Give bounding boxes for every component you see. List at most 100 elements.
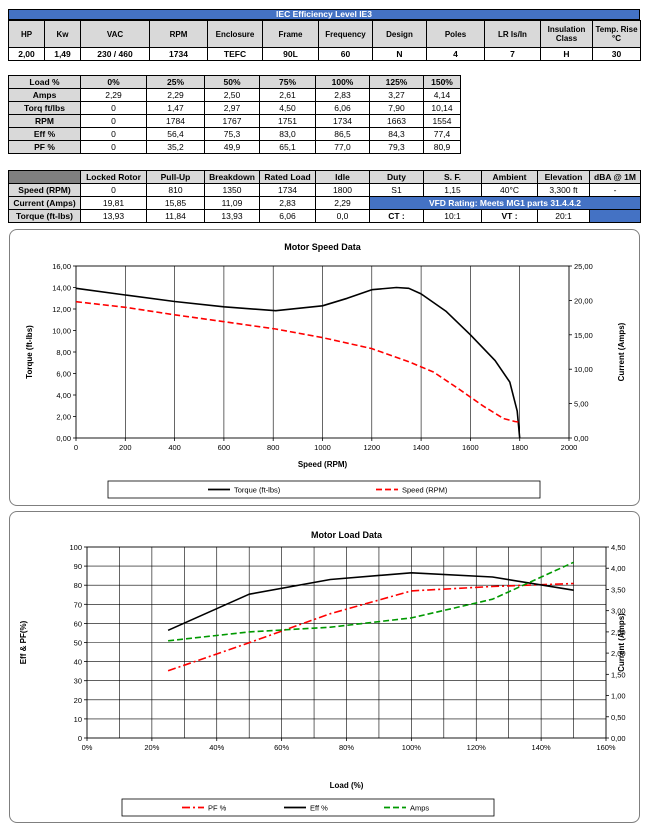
- load-cell: 0: [80, 101, 147, 115]
- perf-header-cell: Pull-Up: [146, 170, 205, 184]
- load-cell: 80,9: [423, 140, 461, 154]
- spec-value-cell: 90L: [262, 47, 319, 61]
- load-row-label: Eff %: [8, 127, 81, 141]
- perf-header-cell: Locked Rotor: [80, 170, 147, 184]
- load-header-cell: 100%: [315, 75, 370, 89]
- spec-title-bar: IEC Efficiency Level IE3: [8, 9, 640, 20]
- x-tick-label: 100%: [402, 743, 422, 752]
- perf-cell: 2,83: [259, 196, 316, 210]
- chart-title: Motor Load Data: [311, 530, 383, 540]
- x-tick-label: 800: [267, 443, 280, 452]
- load-cell: 2,29: [80, 88, 147, 102]
- y2-tick-label: 0,50: [611, 713, 626, 722]
- y-tick-label: 60: [74, 619, 82, 628]
- y2-tick-label: 3,50: [611, 585, 626, 594]
- x-tick-label: 0%: [82, 743, 93, 752]
- x-axis-label: Load (%): [330, 781, 364, 790]
- legend-label: Amps: [410, 804, 429, 813]
- legend-box: [121, 798, 495, 817]
- spec-header-cell: HP: [8, 20, 45, 48]
- spec-value-cell: 1734: [149, 47, 208, 61]
- elevation-cell: 3,300 ft: [537, 183, 590, 197]
- load-cell: 35,2: [146, 140, 205, 154]
- y2-tick-label: 20,00: [574, 296, 593, 305]
- y-tick-label: 50: [74, 639, 82, 648]
- load-row-label: RPM: [8, 114, 81, 128]
- y-tick-label: 2,00: [56, 413, 71, 422]
- perf-cell: 13,93: [204, 209, 260, 223]
- spec-header-cell: Poles: [426, 20, 485, 48]
- perf-row: Speed (RPM) 0 810 1350 1734 1800 S1 1,15…: [8, 183, 641, 197]
- perf-cell: 1350: [204, 183, 260, 197]
- y-tick-label: 70: [74, 600, 82, 609]
- perf-cell: 1734: [259, 183, 316, 197]
- y2-axis-label: Current (Amps): [617, 613, 626, 672]
- load-header-cell: 25%: [146, 75, 205, 89]
- load-table: Load % 0% 25% 50% 75% 100% 125% 150% Amp…: [8, 75, 461, 154]
- load-row: PF % 0 35,2 49,9 65,1 77,0 79,3 80,9: [8, 140, 461, 154]
- load-cell: 4,50: [259, 101, 316, 115]
- x-tick-label: 160%: [596, 743, 616, 752]
- x-tick-label: 120%: [467, 743, 487, 752]
- y-tick-label: 0: [78, 734, 82, 743]
- load-row: Torq ft/lbs 0 1,47 2,97 4,50 6,06 7,90 10,14: [8, 101, 461, 115]
- y-tick-label: 10,00: [52, 327, 71, 336]
- y2-tick-label: 15,00: [574, 331, 593, 340]
- load-row: Amps 2,29 2,29 2,50 2,61 2,83 3,27 4,14: [8, 88, 461, 102]
- load-cell: 1554: [423, 114, 461, 128]
- y2-axis-label: Current (Amps): [617, 322, 626, 381]
- load-cell: 7,90: [369, 101, 424, 115]
- load-cell: 2,29: [146, 88, 205, 102]
- x-tick-label: 80%: [339, 743, 354, 752]
- vt-value: 20:1: [537, 209, 590, 223]
- legend-label: PF %: [208, 804, 227, 813]
- legend-label: Eff %: [310, 804, 328, 813]
- x-tick-label: 20%: [144, 743, 159, 752]
- x-tick-label: 1000: [314, 443, 331, 452]
- plot-area: [86, 546, 607, 739]
- speed-chart-panel: Motor Speed Data 0 200 400 600 800 1000 1200 140…: [9, 229, 640, 506]
- performance-table: Locked Rotor Pull-Up Breakdown Rated Loa…: [8, 170, 641, 223]
- perf-header-cell: Elevation: [537, 170, 590, 184]
- spec-header-cell: RPM: [149, 20, 208, 48]
- y-tick-label: 20: [74, 696, 82, 705]
- load-cell: 6,06: [315, 101, 370, 115]
- series-line-load-2: [168, 561, 574, 642]
- y2-tick-label: 0,00: [574, 434, 589, 443]
- load-header-cell: 50%: [204, 75, 260, 89]
- load-cell: 79,3: [369, 140, 424, 154]
- load-cell: 4,14: [423, 88, 461, 102]
- x-tick-label: 2000: [561, 443, 578, 452]
- load-cell: 0: [80, 114, 147, 128]
- legend-label: Speed (RPM): [402, 486, 448, 495]
- perf-cell: 11,84: [146, 209, 205, 223]
- y-tick-label: 6,00: [56, 370, 71, 379]
- spec-header-cell: Enclosure: [207, 20, 263, 48]
- load-cell: 83,0: [259, 127, 316, 141]
- vfd-rating: VFD Rating: Meets MG1 parts 31.4.4.2: [369, 196, 641, 210]
- ct-value: 10:1: [423, 209, 482, 223]
- x-tick-label: 1600: [462, 443, 479, 452]
- perf-cell: 810: [146, 183, 205, 197]
- spec-value-cell: TEFC: [207, 47, 263, 61]
- spec-value-cell: 30: [592, 47, 641, 61]
- y2-tick-label: 3,00: [611, 607, 626, 616]
- load-cell: 10,14: [423, 101, 461, 115]
- series-line-load-1: [167, 572, 574, 632]
- y-tick-label: 10: [74, 715, 82, 724]
- y-tick-label: 8,00: [56, 348, 71, 357]
- y2-tick-label: 25,00: [574, 262, 593, 271]
- x-tick-label: 0: [74, 443, 78, 452]
- perf-row-label: Speed (RPM): [8, 183, 81, 197]
- spec-grid: HP Kw VAC RPM Enclosure Frame Frequency …: [8, 20, 641, 61]
- load-row: RPM 0 1784 1767 1751 1734 1663 1554: [8, 114, 461, 128]
- series-line-load-0: [167, 582, 574, 672]
- spec-value-cell: 1,49: [44, 47, 81, 61]
- perf-header-cell: S. F.: [423, 170, 482, 184]
- speed-chart: Motor Speed Data 0 200 400 600 800 1000 1200 140…: [25, 242, 626, 499]
- perf-header-cell: Rated Load: [259, 170, 316, 184]
- x-tick-label: 60%: [274, 743, 289, 752]
- perf-header-cell: Ambient: [481, 170, 538, 184]
- blank-cell: [589, 209, 641, 223]
- spec-header-cell: Temp. Rise °C: [592, 20, 641, 48]
